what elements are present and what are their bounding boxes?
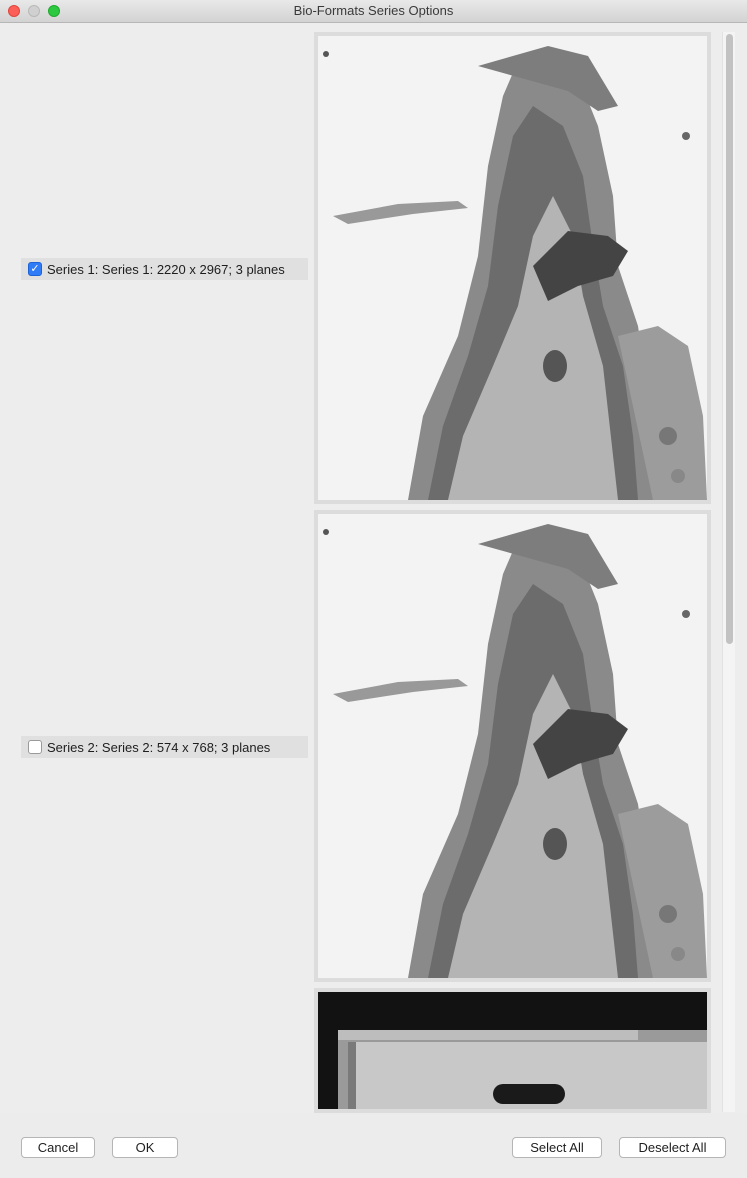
maximize-icon[interactable]	[48, 5, 60, 17]
series-1-checkbox[interactable]: ✓	[28, 262, 42, 276]
checkmark-icon: ✓	[30, 262, 40, 275]
series-1-label: Series 1: Series 1: 2220 x 2967; 3 plane…	[47, 261, 285, 277]
series-row-1[interactable]: ✓ Series 1: Series 1: 2220 x 2967; 3 pla…	[21, 258, 308, 280]
series-2-checkbox[interactable]	[28, 740, 42, 754]
minimize-icon[interactable]	[28, 5, 40, 17]
series-3-thumbnail	[314, 988, 711, 1113]
title-bar: Bio-Formats Series Options	[0, 0, 747, 23]
series-row-2[interactable]: Series 2: Series 2: 574 x 768; 3 planes	[21, 736, 308, 758]
window-title: Bio-Formats Series Options	[293, 3, 454, 18]
series-2-thumbnail	[314, 510, 711, 982]
series-2-label: Series 2: Series 2: 574 x 768; 3 planes	[47, 739, 271, 755]
camera-image	[318, 992, 707, 1109]
tissue-image	[318, 36, 707, 500]
close-icon[interactable]	[8, 5, 20, 17]
scrollbar-thumb[interactable]	[726, 34, 733, 644]
select-all-button[interactable]: Select All	[512, 1137, 602, 1158]
ok-button[interactable]: OK	[112, 1137, 178, 1158]
cancel-button[interactable]: Cancel	[21, 1137, 95, 1158]
vertical-scrollbar[interactable]	[722, 32, 735, 1112]
deselect-all-button[interactable]: Deselect All	[619, 1137, 726, 1158]
series-1-thumbnail	[314, 32, 711, 504]
tissue-image	[318, 514, 707, 978]
